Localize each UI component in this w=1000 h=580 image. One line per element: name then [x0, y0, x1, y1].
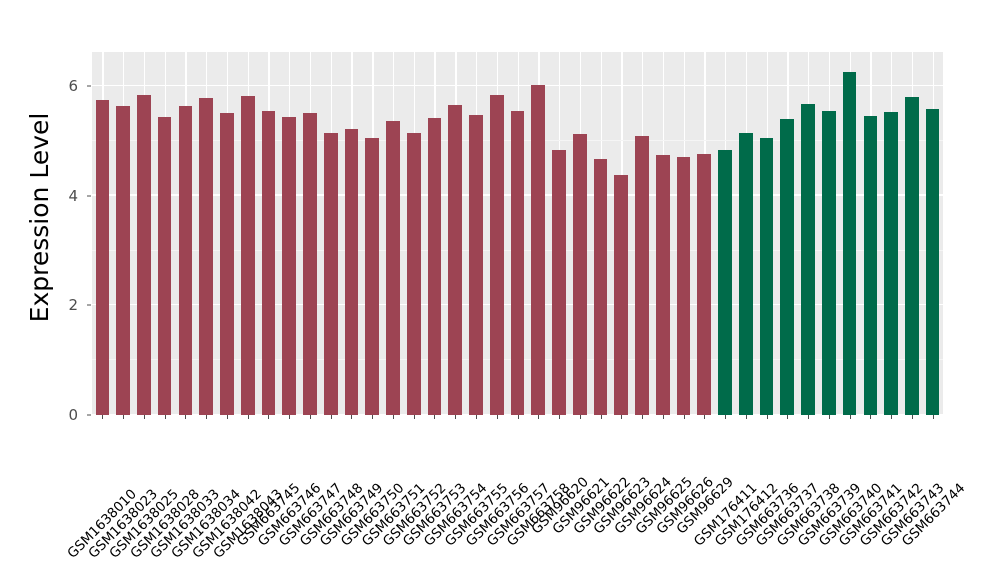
bar[interactable] [531, 85, 546, 415]
bar[interactable] [821, 111, 836, 415]
gridline-major-y [92, 84, 943, 86]
bar[interactable] [178, 105, 193, 415]
x-tick [185, 415, 187, 419]
x-tick [787, 415, 789, 419]
x-tick [600, 415, 602, 419]
x-tick [226, 415, 228, 419]
bar[interactable] [220, 112, 234, 415]
x-tick [891, 415, 893, 419]
x-tick [309, 415, 311, 419]
bar[interactable] [718, 149, 732, 415]
x-tick [206, 415, 208, 419]
bar-series [92, 52, 943, 415]
x-tick [123, 415, 125, 419]
x-tick [413, 415, 415, 419]
x-tick [662, 415, 664, 419]
x-tick [330, 415, 332, 419]
bar[interactable] [863, 116, 878, 415]
bar[interactable] [593, 159, 608, 415]
bar[interactable] [157, 116, 172, 415]
bar[interactable] [842, 72, 857, 415]
x-tick [475, 415, 477, 419]
x-tick [579, 415, 581, 419]
bar[interactable] [406, 132, 421, 415]
x-tick [538, 415, 540, 419]
x-tick [808, 415, 810, 419]
bar[interactable] [489, 95, 504, 415]
y-axis: 0 2 4 6 [0, 0, 92, 580]
x-tick [932, 415, 934, 419]
x-tick [247, 415, 249, 419]
bar[interactable] [240, 95, 255, 415]
bar[interactable] [697, 154, 712, 415]
y-axis-tick-label: 4 [68, 186, 78, 205]
bar[interactable] [282, 117, 297, 415]
bar[interactable] [469, 115, 483, 415]
y-axis-tick-mark [87, 304, 91, 306]
x-tick [559, 415, 560, 419]
bar[interactable] [386, 120, 400, 415]
bar[interactable] [738, 133, 753, 415]
bar[interactable] [448, 104, 463, 415]
bar[interactable] [261, 110, 276, 415]
y-axis-tick-mark [87, 414, 91, 416]
x-tick [372, 415, 374, 419]
bar[interactable] [344, 128, 359, 415]
bar[interactable] [323, 133, 338, 415]
y-axis-tick-mark [87, 85, 91, 87]
bar[interactable] [303, 112, 317, 415]
y-axis-tick-label: 2 [68, 296, 78, 315]
x-tick [704, 415, 706, 419]
x-tick [642, 415, 644, 419]
x-tick [164, 415, 166, 419]
bar[interactable] [137, 95, 151, 415]
bar[interactable] [780, 118, 795, 415]
bar[interactable] [365, 138, 380, 415]
y-axis-tick-label: 0 [68, 406, 78, 424]
bar[interactable] [427, 117, 442, 415]
x-tick [517, 415, 519, 419]
x-tick [351, 415, 353, 419]
bar[interactable] [925, 109, 940, 415]
bar[interactable] [655, 155, 670, 415]
bar[interactable] [635, 135, 649, 415]
y-axis-tick-label: 6 [68, 77, 78, 95]
bar[interactable] [905, 96, 919, 415]
bar[interactable] [884, 111, 898, 415]
x-tick [434, 415, 436, 419]
bar[interactable] [95, 100, 110, 415]
x-tick [496, 415, 498, 419]
x-tick [143, 415, 145, 419]
x-tick [725, 415, 727, 419]
bar[interactable] [116, 106, 130, 415]
bar[interactable] [759, 137, 774, 415]
bar[interactable] [552, 150, 566, 415]
bar[interactable] [510, 111, 525, 415]
x-tick [621, 415, 623, 419]
bar[interactable] [614, 174, 629, 415]
x-tick [766, 415, 768, 419]
x-tick [289, 415, 291, 419]
x-tick [870, 415, 872, 419]
bar[interactable] [572, 133, 587, 415]
x-tick [828, 415, 830, 419]
x-tick [102, 415, 104, 419]
x-tick [683, 415, 685, 419]
x-tick [392, 415, 394, 419]
plot-panel [92, 52, 943, 415]
x-axis: GSM1638010 GSM1638023 GSM1638025 GSM1638028… [65, 415, 968, 580]
x-tick [268, 415, 270, 419]
bar[interactable] [676, 157, 691, 415]
x-tick [849, 415, 851, 419]
x-tick [455, 415, 457, 419]
x-tick [911, 415, 913, 419]
bar[interactable] [801, 103, 815, 415]
y-axis-tick-mark [87, 195, 91, 197]
x-tick [745, 415, 747, 419]
bar[interactable] [199, 98, 213, 415]
